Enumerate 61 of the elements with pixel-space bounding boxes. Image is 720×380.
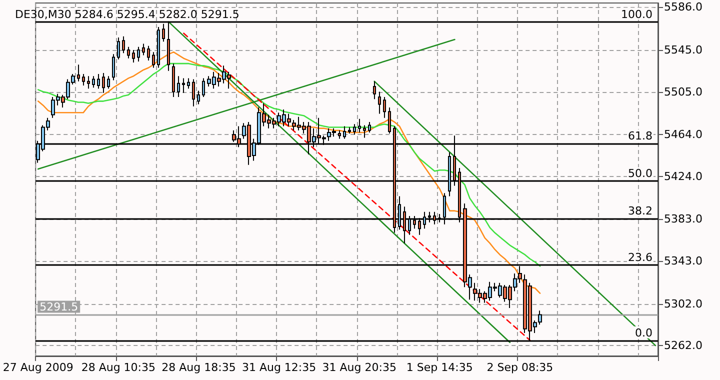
x-tick-label: 31 Aug 12:35 [242, 361, 316, 374]
y-tick-label: 5424.0 [664, 170, 702, 183]
candlestick [127, 46, 130, 59]
candlestick [137, 46, 140, 62]
candlestick [102, 72, 105, 94]
candlestick [343, 126, 346, 140]
candlestick [388, 106, 391, 134]
candlestick [97, 74, 100, 90]
y-tick-label: 5262.0 [664, 339, 702, 352]
candlestick [82, 74, 85, 86]
x-tick-label: 1 Sep 14:35 [406, 361, 473, 374]
x-tick-label: 2 Sep 08:35 [486, 361, 554, 374]
y-tick-label: 5505.0 [664, 85, 702, 98]
candlestick [383, 96, 386, 118]
annotation: 50.0 [628, 167, 652, 180]
candlestick [348, 126, 351, 134]
candlestick [112, 54, 115, 81]
y-tick-label: 5586.0 [664, 0, 702, 14]
candlestick [147, 45, 150, 61]
x-tick-label: 27 Aug 2009 [2, 361, 74, 374]
candlestick [192, 78, 195, 107]
y-tick-label: 5302.0 [664, 297, 702, 310]
y-tick-label: 5383.0 [664, 212, 702, 226]
ref-line-label: 5291.5 [40, 300, 78, 314]
candlestick [368, 122, 371, 134]
candlestick [132, 49, 135, 64]
candlestick [202, 78, 205, 98]
candlestick [107, 76, 110, 90]
annotation: 23.6 [628, 251, 652, 264]
candlestick [353, 124, 356, 136]
x-tick-label: 28 Aug 10:35 [81, 361, 156, 374]
x-tick-label: 31 Aug 20:35 [322, 361, 396, 374]
candlestick [358, 118, 361, 134]
candlestick [197, 90, 200, 105]
candlestick [152, 52, 155, 68]
candlestick [373, 80, 376, 100]
line-series [37, 51, 541, 294]
candlestick [122, 36, 125, 54]
candlestick [177, 76, 180, 98]
line-series [37, 62, 541, 267]
candlestick [363, 124, 366, 138]
candlestick [157, 26, 160, 68]
annotation: 38.2 [628, 204, 652, 218]
text: DE30,M30 5284.6 5295.4 5282.0 5291.5 [15, 8, 240, 21]
candlestick [338, 130, 341, 140]
y-tick-label: 5545.0 [664, 43, 702, 56]
candlestick [172, 63, 175, 98]
y-tick-label: 5343.0 [664, 254, 702, 268]
candlestick [187, 78, 190, 90]
y-tick-label: 5464.0 [664, 128, 702, 142]
candlestick [77, 64, 80, 82]
candlestick [92, 76, 95, 88]
annotation: 0.0 [634, 326, 652, 340]
candlestick [87, 76, 90, 90]
annotation: 100.0 [620, 8, 652, 21]
annotation: 61.8 [628, 129, 652, 142]
candlestick [182, 78, 185, 94]
x-tick-label: 28 Aug 18:35 [162, 361, 236, 374]
candlestick [117, 36, 120, 60]
candlestick [142, 43, 145, 56]
candlestick [378, 91, 381, 114]
